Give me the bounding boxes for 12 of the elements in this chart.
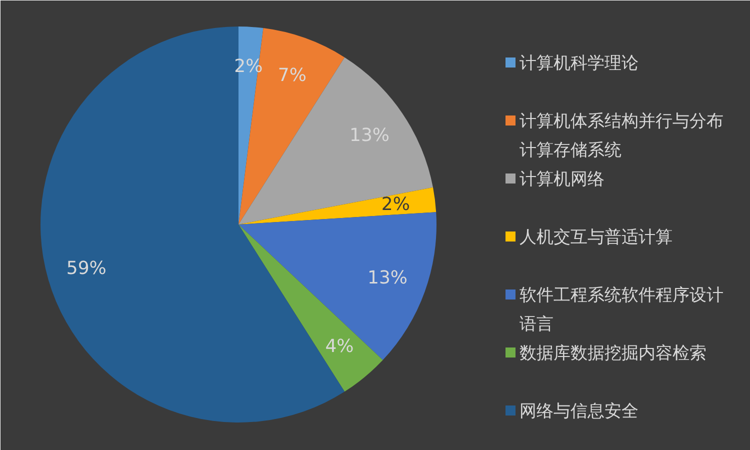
data-label: 7% xyxy=(278,64,306,86)
legend-label: 计算机网络 xyxy=(520,170,604,190)
legend-label: 人机交互与普适计算 xyxy=(520,228,672,248)
data-label: 13% xyxy=(368,268,408,289)
data-label: 4% xyxy=(325,336,354,358)
data-label: 2% xyxy=(381,194,410,216)
legend-label: 计算机科学理论 xyxy=(520,54,638,74)
legend-label: 软件工程系统软件程序设计语言 xyxy=(520,286,724,334)
legend-label: 数据库数据挖掘内容检索 xyxy=(520,344,706,364)
legend-label: 网络与信息安全 xyxy=(520,402,638,422)
data-label: 59% xyxy=(66,258,106,280)
legend-label: 计算机体系结构并行与分布计算存储系统 xyxy=(520,112,724,160)
